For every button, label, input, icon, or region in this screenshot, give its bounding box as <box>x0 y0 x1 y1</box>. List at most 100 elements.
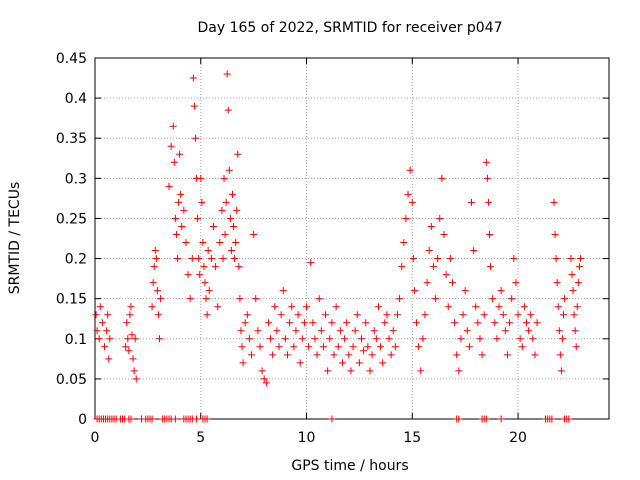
data-point <box>567 255 575 263</box>
data-point <box>182 239 190 247</box>
data-point <box>334 343 342 351</box>
data-point <box>364 343 372 351</box>
data-point <box>130 367 138 375</box>
data-point <box>533 319 541 327</box>
data-point <box>151 247 159 255</box>
data-point <box>343 319 351 327</box>
data-point <box>410 287 418 295</box>
chart-title: Day 165 of 2022, SRMTID for receiver p04… <box>197 20 502 36</box>
data-point <box>218 206 226 214</box>
data-point <box>214 303 222 311</box>
data-point <box>402 214 410 222</box>
data-point <box>565 415 573 423</box>
data-point <box>451 319 459 327</box>
data-point <box>432 295 440 303</box>
data-point <box>315 295 323 303</box>
data-point <box>288 303 296 311</box>
data-point <box>495 303 503 311</box>
data-point <box>551 230 559 238</box>
data-point <box>527 311 535 319</box>
data-point <box>508 295 516 303</box>
data-point <box>372 335 380 343</box>
data-point <box>319 343 327 351</box>
data-point <box>427 222 435 230</box>
data-point <box>434 255 442 263</box>
data-point <box>221 230 229 238</box>
data-point <box>200 263 208 271</box>
data-point <box>170 158 178 166</box>
data-point <box>294 311 302 319</box>
data-point <box>387 351 395 359</box>
data-point <box>172 230 180 238</box>
y-tick-label: 0.05 <box>56 372 87 388</box>
data-point <box>444 303 452 311</box>
data-point <box>398 263 406 271</box>
data-point <box>197 174 205 182</box>
data-point <box>523 319 531 327</box>
data-point <box>199 239 207 247</box>
data-point <box>154 311 162 319</box>
data-point <box>493 335 501 343</box>
data-point <box>131 335 139 343</box>
data-point <box>256 343 264 351</box>
data-point <box>550 198 558 206</box>
data-point <box>525 327 533 335</box>
data-point <box>156 335 164 343</box>
data-point <box>148 415 156 423</box>
data-point <box>574 279 582 287</box>
data-point <box>480 311 488 319</box>
data-point <box>491 319 499 327</box>
data-point <box>283 351 291 359</box>
data-point <box>311 335 319 343</box>
y-axis: 0 0.05 0.1 0.15 0.2 0.25 0.3 0.35 0.4 0.45 <box>56 51 609 428</box>
data-point <box>191 134 199 142</box>
data-point <box>186 295 194 303</box>
data-point <box>298 335 306 343</box>
data-point <box>483 174 491 182</box>
data-point <box>383 311 391 319</box>
data-point <box>250 230 258 238</box>
data-point <box>573 303 581 311</box>
y-tick-label: 0.45 <box>56 51 87 67</box>
data-point <box>366 367 374 375</box>
x-tick-label: 0 <box>91 430 100 446</box>
data-point <box>300 319 308 327</box>
data-point <box>292 327 300 335</box>
data-point <box>223 70 231 78</box>
data-point <box>506 319 514 327</box>
data-point <box>326 335 334 343</box>
data-point <box>501 327 509 335</box>
data-point <box>457 335 465 343</box>
data-point <box>254 327 262 335</box>
data-point <box>243 311 251 319</box>
data-point <box>127 415 135 423</box>
data-point <box>184 271 192 279</box>
data-point <box>557 367 565 375</box>
data-point <box>150 263 158 271</box>
data-point <box>277 311 285 319</box>
data-point <box>472 303 480 311</box>
data-point <box>482 415 490 423</box>
data-point <box>236 295 244 303</box>
data-point <box>510 255 518 263</box>
data-point <box>124 335 132 343</box>
data-point <box>171 415 179 423</box>
data-point <box>570 311 578 319</box>
data-point <box>497 415 505 423</box>
data-point <box>569 287 577 295</box>
data-point <box>425 247 433 255</box>
data-point <box>438 174 446 182</box>
data-point <box>409 255 417 263</box>
data-point <box>252 295 260 303</box>
y-tick-label: 0.2 <box>65 252 87 268</box>
data-point <box>290 343 298 351</box>
data-point <box>303 303 311 311</box>
data-point <box>442 271 450 279</box>
data-point <box>379 359 387 367</box>
data-point <box>330 351 338 359</box>
data-point <box>260 375 268 383</box>
plot-frame <box>94 57 610 420</box>
data-point <box>204 247 212 255</box>
data-point <box>478 351 486 359</box>
data-point <box>180 206 188 214</box>
